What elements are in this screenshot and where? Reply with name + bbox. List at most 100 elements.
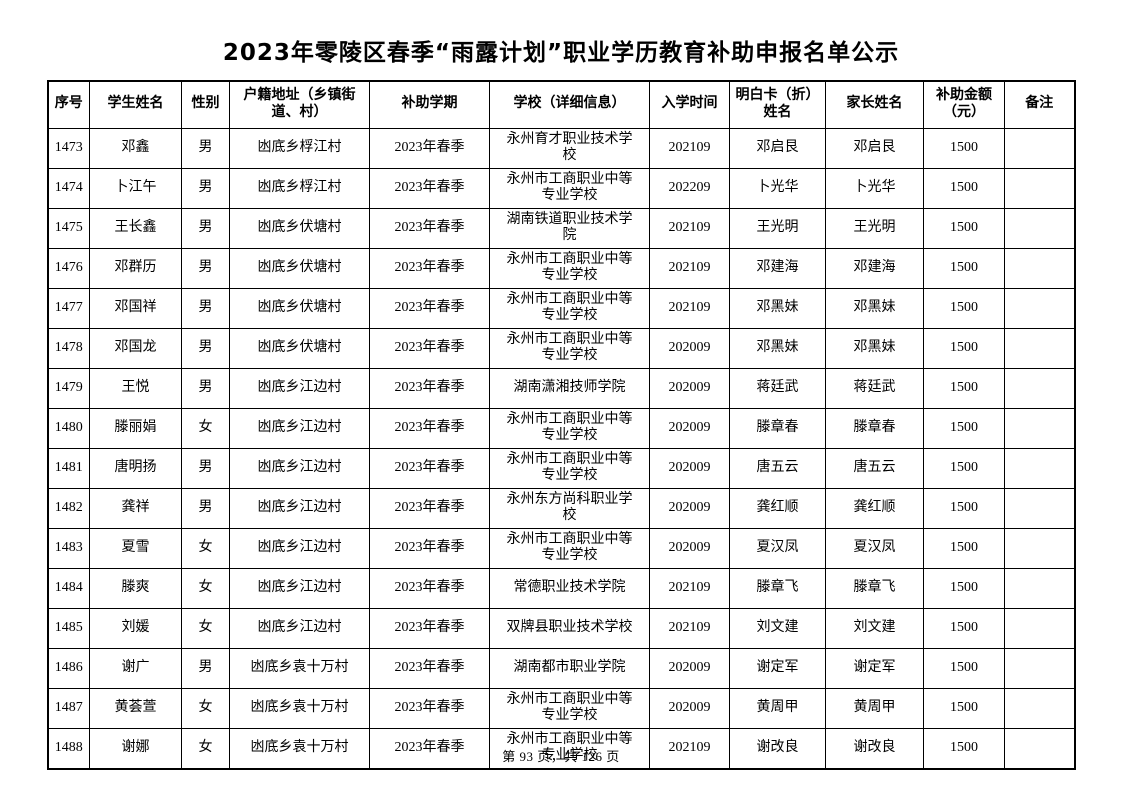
cell-gender: 男 [181, 167, 230, 209]
cell-amount: 1500 [923, 567, 1005, 609]
cell-amount: 1500 [923, 687, 1005, 729]
cell-address: 凼底乡江边村 [229, 607, 370, 649]
cell-parent-name: 邓建海 [825, 247, 924, 289]
cell-remark [1004, 247, 1075, 289]
cell-student-name: 滕爽 [89, 567, 182, 609]
cell-student-name: 谢娜 [89, 727, 182, 770]
table-row: 1480 滕丽娟女凼底乡江边村 2023年春季 永州市工商职业中等专业学校 202009… [47, 407, 1075, 449]
cell-remark [1004, 487, 1075, 529]
cell-address: 凼底乡桴江村 [229, 167, 370, 209]
cell-amount: 1500 [923, 527, 1005, 569]
cell-serial: 1478 [47, 327, 90, 369]
column-header-card-name: 明白卡（折）姓名 [729, 80, 826, 129]
cell-address: 凼底乡伏塘村 [229, 207, 370, 249]
cell-gender: 女 [181, 407, 230, 449]
cell-remark [1004, 687, 1075, 729]
cell-student-name: 卜江午 [89, 167, 182, 209]
table-row: 1484 滕爽女凼底乡江边村 2023年春季 常德职业技术学院 202109 滕章飞 滕章飞… [47, 567, 1075, 609]
cell-student-name: 夏雪 [89, 527, 182, 569]
cell-parent-name: 蒋廷武 [825, 367, 924, 409]
cell-parent-name: 唐五云 [825, 447, 924, 489]
cell-serial: 1475 [47, 207, 90, 249]
cell-amount: 1500 [923, 327, 1005, 369]
cell-gender: 男 [181, 487, 230, 529]
cell-amount: 1500 [923, 287, 1005, 329]
table-row: 1476 邓群历男凼底乡伏塘村 2023年春季 永州市工商职业中等专业学校 202109… [47, 247, 1075, 289]
cell-card-name: 滕章飞 [729, 567, 826, 609]
cell-student-name: 邓国祥 [89, 287, 182, 329]
table-row: 1473 邓鑫男凼底乡桴江村 2023年春季 永州育才职业技术学校 202109 邓启艮邓… [47, 127, 1075, 169]
cell-gender: 女 [181, 527, 230, 569]
cell-remark [1004, 127, 1075, 169]
cell-gender: 男 [181, 447, 230, 489]
cell-amount: 1500 [923, 167, 1005, 209]
cell-enroll-time: 202109 [649, 247, 730, 289]
table-row: 1481 唐明扬男凼底乡江边村 2023年春季 永州市工商职业中等专业学校 202009… [47, 447, 1075, 489]
cell-enroll-time: 202109 [649, 607, 730, 649]
cell-remark [1004, 407, 1075, 449]
cell-student-name: 邓群历 [89, 247, 182, 289]
cell-address: 凼底乡袁十万村 [229, 647, 370, 689]
cell-serial: 1484 [47, 567, 90, 609]
cell-gender: 女 [181, 687, 230, 729]
column-header-remark: 备注 [1004, 80, 1075, 129]
cell-address: 凼底乡桴江村 [229, 127, 370, 169]
cell-parent-name: 滕章飞 [825, 567, 924, 609]
cell-parent-name: 谢改良 [825, 727, 924, 770]
cell-school: 常德职业技术学院 [489, 567, 650, 609]
cell-parent-name: 黄周甲 [825, 687, 924, 729]
cell-address: 凼底乡伏塘村 [229, 247, 370, 289]
page-title: 2023年零陵区春季“雨露计划”职业学历教育补助申报名单公示 [222, 40, 900, 66]
cell-serial: 1481 [47, 447, 90, 489]
cell-amount: 1500 [923, 647, 1005, 689]
column-header-serial: 序号 [47, 80, 90, 129]
cell-parent-name: 邓启艮 [825, 127, 924, 169]
cell-card-name: 王光明 [729, 207, 826, 249]
cell-enroll-time: 202009 [649, 447, 730, 489]
cell-amount: 1500 [923, 487, 1005, 529]
cell-serial: 1488 [47, 727, 90, 770]
table-row: 1475 王长鑫男凼底乡伏塘村 2023年春季 湖南铁道职业技术学院 202109 王光明… [47, 207, 1075, 249]
cell-school: 湖南铁道职业技术学院 [489, 207, 650, 249]
cell-address: 凼底乡袁十万村 [229, 687, 370, 729]
column-header-gender: 性别 [181, 80, 230, 129]
cell-school: 湖南潇湘技师学院 [489, 367, 650, 409]
table-row: 1478 邓国龙男凼底乡伏塘村 2023年春季 永州市工商职业中等专业学校 202009… [47, 327, 1075, 369]
cell-gender: 女 [181, 607, 230, 649]
cell-parent-name: 邓黑妹 [825, 287, 924, 329]
cell-enroll-time: 202009 [649, 527, 730, 569]
cell-remark [1004, 287, 1075, 329]
cell-semester: 2023年春季 [369, 367, 490, 409]
cell-enroll-time: 202009 [649, 407, 730, 449]
cell-school: 永州市工商职业中等专业学校 [489, 167, 650, 209]
cell-student-name: 唐明扬 [89, 447, 182, 489]
column-header-parent-name: 家长姓名 [825, 80, 924, 129]
cell-parent-name: 谢定军 [825, 647, 924, 689]
cell-card-name: 刘文建 [729, 607, 826, 649]
cell-parent-name: 夏汉凤 [825, 527, 924, 569]
cell-semester: 2023年春季 [369, 247, 490, 289]
cell-card-name: 邓建海 [729, 247, 826, 289]
cell-semester: 2023年春季 [369, 167, 490, 209]
cell-school: 永州东方尚科职业学校 [489, 487, 650, 529]
cell-enroll-time: 202209 [649, 167, 730, 209]
table-row: 1486 谢广男凼底乡袁十万村 2023年春季 湖南都市职业学院 202009 谢定军 谢定… [47, 647, 1075, 689]
cell-amount: 1500 [923, 727, 1005, 770]
cell-enroll-time: 202009 [649, 687, 730, 729]
column-header-enroll-time: 入学时间 [649, 80, 730, 129]
cell-gender: 男 [181, 247, 230, 289]
cell-parent-name: 王光明 [825, 207, 924, 249]
cell-remark [1004, 727, 1075, 770]
cell-semester: 2023年春季 [369, 487, 490, 529]
cell-semester: 2023年春季 [369, 607, 490, 649]
cell-card-name: 夏汉凤 [729, 527, 826, 569]
table-row: 1477 邓国祥男凼底乡伏塘村 2023年春季 永州市工商职业中等专业学校 202109… [47, 287, 1075, 329]
page-number: 第 93 页，共 126 页 [502, 749, 620, 764]
table-row: 1479 王悦男凼底乡江边村 2023年春季 湖南潇湘技师学院 202009 蒋廷武 蒋廷武… [47, 367, 1075, 409]
cell-remark [1004, 527, 1075, 569]
cell-card-name: 滕章春 [729, 407, 826, 449]
cell-school: 永州市工商职业中等专业学校 [489, 287, 650, 329]
cell-student-name: 龚祥 [89, 487, 182, 529]
cell-parent-name: 龚红顺 [825, 487, 924, 529]
cell-amount: 1500 [923, 367, 1005, 409]
